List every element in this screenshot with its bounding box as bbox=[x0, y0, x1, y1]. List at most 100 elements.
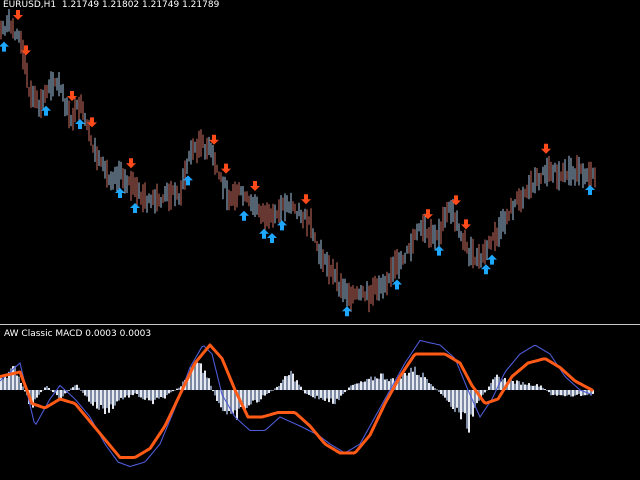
histogram-bar bbox=[396, 383, 398, 390]
histogram-bar bbox=[344, 390, 346, 393]
histogram-bar bbox=[138, 390, 140, 397]
histogram-bar bbox=[174, 390, 176, 391]
histogram-bar bbox=[562, 390, 564, 396]
histogram-bar bbox=[342, 390, 344, 395]
histogram-bar bbox=[426, 379, 428, 390]
histogram-bar bbox=[428, 383, 430, 390]
histogram-bar bbox=[558, 390, 560, 395]
histogram-bar bbox=[94, 390, 96, 402]
histogram-bar bbox=[502, 379, 504, 390]
histogram-bar bbox=[130, 390, 132, 395]
histogram-bar bbox=[400, 378, 402, 390]
histogram-bar bbox=[268, 390, 270, 393]
histogram-bar bbox=[520, 384, 522, 390]
histogram-bar bbox=[524, 384, 526, 390]
histogram-bar bbox=[306, 390, 308, 394]
histogram-bar bbox=[374, 376, 376, 390]
histogram-bar bbox=[98, 390, 100, 410]
histogram-bar bbox=[500, 381, 502, 390]
histogram-bar bbox=[172, 390, 174, 392]
histogram-bar bbox=[376, 378, 378, 390]
histogram-bar bbox=[6, 377, 8, 390]
buy-arrow-icon bbox=[259, 228, 269, 239]
sell-arrow-icon bbox=[541, 143, 551, 154]
buy-arrow-icon bbox=[392, 279, 402, 290]
histogram-bar bbox=[578, 390, 580, 394]
ohlc-values: 1.21749 1.21802 1.21749 1.21789 bbox=[61, 0, 220, 10]
histogram-bar bbox=[560, 390, 562, 396]
histogram-bar bbox=[264, 390, 266, 396]
histogram-bar bbox=[492, 379, 494, 390]
sell-arrow-icon bbox=[451, 195, 461, 206]
histogram-bar bbox=[514, 383, 516, 390]
histogram-bar bbox=[406, 375, 408, 390]
histogram-bar bbox=[12, 366, 14, 390]
histogram-bar bbox=[448, 390, 450, 402]
histogram-bar bbox=[402, 373, 404, 390]
price-bars bbox=[0, 9, 596, 313]
histogram-bar bbox=[548, 390, 550, 393]
histogram-bar bbox=[318, 390, 320, 400]
sell-arrow-icon bbox=[423, 209, 433, 220]
histogram-bar bbox=[484, 390, 486, 393]
histogram-bar bbox=[50, 390, 52, 391]
histogram-bar bbox=[252, 390, 254, 401]
histogram-bar bbox=[338, 390, 340, 401]
histogram-bar bbox=[214, 390, 216, 396]
histogram-bar bbox=[330, 390, 332, 399]
histogram-bar bbox=[216, 390, 218, 401]
histogram-bar bbox=[180, 386, 182, 390]
histogram-bar bbox=[476, 390, 478, 404]
histogram-bar bbox=[110, 390, 112, 405]
histogram-bar bbox=[510, 380, 512, 390]
histogram-bar bbox=[312, 390, 314, 398]
histogram-bar bbox=[160, 390, 162, 397]
histogram-bar bbox=[188, 376, 190, 390]
sell-arrow-icon bbox=[461, 219, 471, 230]
histogram-bar bbox=[150, 390, 152, 401]
histogram-bar bbox=[230, 390, 232, 414]
histogram-bar bbox=[158, 390, 160, 399]
histogram-bar bbox=[488, 386, 490, 390]
histogram-bar bbox=[64, 390, 66, 394]
histogram-bar bbox=[246, 390, 248, 408]
histogram-bar bbox=[100, 390, 102, 405]
histogram-bar bbox=[464, 390, 466, 414]
histogram-bar bbox=[294, 381, 296, 390]
histogram-bar bbox=[490, 382, 492, 390]
histogram-bar bbox=[262, 390, 264, 396]
histogram-bar bbox=[530, 385, 532, 390]
histogram-bar bbox=[124, 390, 126, 398]
histogram-bar bbox=[114, 390, 116, 406]
histogram-bar bbox=[290, 370, 292, 390]
histogram-bar bbox=[2, 379, 4, 390]
histogram-bar bbox=[550, 390, 552, 396]
histogram-bar bbox=[410, 367, 412, 390]
histogram-bar bbox=[466, 390, 468, 429]
histogram-bar bbox=[590, 390, 592, 396]
histogram-bar bbox=[52, 390, 54, 393]
histogram-bar bbox=[120, 390, 122, 398]
histogram-bar bbox=[206, 377, 208, 390]
histogram-bar bbox=[132, 390, 134, 396]
histogram-bar bbox=[32, 390, 34, 408]
histogram-bar bbox=[300, 386, 302, 390]
histogram-bar bbox=[96, 390, 98, 409]
indicator-name: AW Classic MACD bbox=[4, 329, 83, 339]
histogram-bar bbox=[420, 377, 422, 390]
histogram-bar bbox=[168, 390, 170, 394]
histogram-bar bbox=[326, 390, 328, 399]
histogram-bar bbox=[34, 390, 36, 400]
histogram-bar bbox=[542, 387, 544, 390]
histogram-bar bbox=[416, 374, 418, 390]
histogram-bar bbox=[532, 385, 534, 390]
histogram-bar bbox=[442, 390, 444, 396]
buy-arrow-icon bbox=[0, 41, 9, 52]
histogram-bar bbox=[564, 390, 566, 397]
histogram-bar bbox=[352, 384, 354, 390]
histogram-bar bbox=[430, 384, 432, 390]
histogram-bar bbox=[310, 390, 312, 397]
histogram-bar bbox=[398, 376, 400, 390]
histogram-bar bbox=[40, 390, 42, 393]
